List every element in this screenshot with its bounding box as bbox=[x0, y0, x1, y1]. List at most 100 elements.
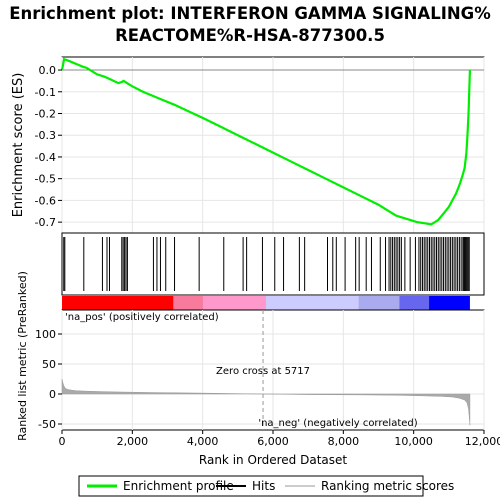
color-bar-segment bbox=[206, 296, 211, 310]
hits-panel bbox=[61, 232, 485, 296]
color-bar-segment bbox=[113, 296, 119, 310]
metric-tick-label: -50 bbox=[38, 418, 56, 431]
color-bar-segment bbox=[384, 296, 389, 310]
color-bar-segment bbox=[388, 296, 393, 310]
enrichment-profile-line bbox=[60, 57, 472, 226]
color-bar-segment bbox=[158, 296, 163, 310]
color-bar-segment bbox=[466, 296, 471, 310]
color-bar-segment bbox=[354, 296, 360, 310]
color-bar-segment bbox=[284, 296, 289, 310]
x-axis-ticks: 0 2,000 4,000 6,000 8,000 10,000 12,000 bbox=[59, 430, 500, 448]
color-bar-segment bbox=[69, 296, 74, 310]
color-bar-segment bbox=[236, 296, 241, 310]
metric-y-ticks: 100 50 0 -50 bbox=[35, 328, 62, 431]
color-bar-segment bbox=[95, 296, 100, 310]
x-axis-label: Rank in Ordered Dataset bbox=[199, 453, 347, 467]
color-bar-segment bbox=[188, 296, 193, 310]
color-bar-segment bbox=[295, 296, 300, 310]
color-bar-segment bbox=[306, 296, 312, 310]
es-y-ticks: 0.0 -0.1 -0.2 -0.3 -0.4 -0.5 -0.6 -0.7 bbox=[35, 64, 62, 229]
color-bar-segment bbox=[162, 296, 167, 310]
color-bar-segment bbox=[184, 296, 189, 310]
x-tick-label: 2,000 bbox=[117, 435, 149, 448]
legend-label: Hits bbox=[252, 479, 275, 493]
color-bar-segment bbox=[418, 296, 423, 310]
color-bar-segment bbox=[262, 296, 267, 310]
color-bar-segment bbox=[347, 296, 352, 310]
color-bar-segment bbox=[176, 296, 182, 310]
color-bar-segment bbox=[369, 296, 375, 310]
es-tick-label: -0.2 bbox=[35, 107, 56, 120]
color-bar-segment bbox=[117, 296, 122, 310]
color-bar-segment bbox=[432, 296, 438, 310]
color-bar-segment bbox=[395, 296, 401, 310]
metric-y-axis-label: Ranked list metric (PreRanked) bbox=[16, 271, 29, 441]
color-bar-segment bbox=[414, 296, 419, 310]
color-bar-segment bbox=[421, 296, 427, 310]
color-bar-segment bbox=[136, 296, 141, 310]
hit-markers bbox=[63, 237, 470, 291]
color-bar-segment bbox=[110, 296, 115, 310]
color-bar-segment bbox=[406, 296, 412, 310]
es-tick-label: -0.7 bbox=[35, 216, 56, 229]
es-tick-label: -0.3 bbox=[35, 129, 56, 142]
color-bar-segment bbox=[99, 296, 104, 310]
color-bar-segment bbox=[73, 296, 78, 310]
color-bar-segment bbox=[299, 296, 304, 310]
x-tick-label: 8,000 bbox=[328, 435, 360, 448]
color-bar-segment bbox=[269, 296, 274, 310]
color-bar-segment bbox=[451, 296, 456, 310]
color-bar-segment bbox=[425, 296, 430, 310]
color-bar-segment bbox=[366, 296, 371, 310]
x-tick-label: 4,000 bbox=[187, 435, 219, 448]
color-bar-segment bbox=[273, 296, 278, 310]
ranked-list-color-bar bbox=[62, 296, 484, 310]
color-bar-segment bbox=[210, 296, 215, 310]
color-bar-segment bbox=[288, 296, 293, 310]
es-y-axis-label: Enrichment score (ES) bbox=[11, 73, 26, 218]
color-bar-segment bbox=[377, 296, 382, 310]
color-bar-segment bbox=[358, 296, 363, 310]
es-tick-label: -0.4 bbox=[35, 151, 56, 164]
color-bar-segment bbox=[240, 296, 245, 310]
color-bar-segment bbox=[462, 296, 467, 310]
color-bar-segment bbox=[251, 296, 256, 310]
chart-title-line-1: Enrichment plot: INTERFERON GAMMA SIGNAL… bbox=[9, 4, 491, 23]
legend-box bbox=[78, 475, 424, 497]
color-bar-segment bbox=[154, 296, 160, 310]
color-bar-segment bbox=[403, 296, 408, 310]
color-bar-segment bbox=[399, 296, 404, 310]
color-bar-segment bbox=[169, 296, 174, 310]
color-bar-segment bbox=[217, 296, 223, 310]
color-bar-segment bbox=[225, 296, 230, 310]
color-bar-segment bbox=[91, 296, 96, 310]
color-bar-segment bbox=[410, 296, 415, 310]
color-bar-segment bbox=[280, 296, 286, 310]
color-bar-segment bbox=[265, 296, 271, 310]
color-bar-segment bbox=[84, 296, 89, 310]
color-bar-segment bbox=[325, 296, 330, 310]
color-bar-segment bbox=[139, 296, 145, 310]
color-bar-segment bbox=[232, 296, 237, 310]
x-tick-label: 12,000 bbox=[465, 435, 500, 448]
color-bar-end bbox=[469, 296, 484, 310]
color-bar-segment bbox=[147, 296, 152, 310]
color-bar-segment bbox=[343, 296, 349, 310]
color-bar-segment bbox=[106, 296, 111, 310]
color-bar-segment bbox=[165, 296, 171, 310]
color-bar-segment bbox=[373, 296, 378, 310]
es-tick-label: -0.5 bbox=[35, 173, 56, 186]
color-bar-segment bbox=[440, 296, 445, 310]
color-bar-segment bbox=[151, 296, 156, 310]
negative-correlation-label: 'na_neg' (negatively correlated) bbox=[258, 418, 417, 429]
metric-tick-label: 100 bbox=[35, 328, 56, 341]
color-bar-segment bbox=[436, 296, 441, 310]
color-bar-segment bbox=[228, 296, 234, 310]
zero-cross-label: Zero cross at 5717 bbox=[216, 366, 310, 377]
color-bar-segment bbox=[132, 296, 137, 310]
color-bar-segment bbox=[314, 296, 319, 310]
color-bar-segment bbox=[202, 296, 208, 310]
color-bar-segment bbox=[317, 296, 323, 310]
chart-title-line-2: REACTOME%R-HSA-877300.5 bbox=[115, 26, 385, 45]
